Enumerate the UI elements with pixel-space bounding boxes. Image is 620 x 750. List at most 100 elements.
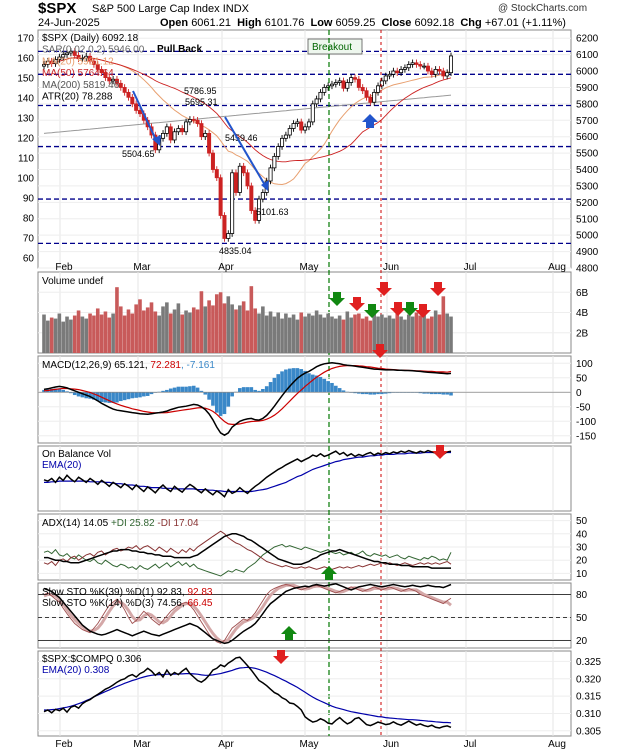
- macd-histogram-bar: [72, 392, 77, 396]
- volume-bar: [253, 308, 257, 353]
- volume-bar: [76, 310, 81, 353]
- candle-body: [310, 103, 315, 123]
- macd-histogram-bar: [291, 368, 296, 393]
- macd-histogram-bar: [134, 392, 138, 398]
- ma200-line: [43, 94, 452, 134]
- volume-bar: [387, 315, 392, 353]
- candle-body: [418, 64, 423, 67]
- x-month-label-bottom: Jul: [464, 739, 477, 750]
- volume-bar: [314, 310, 319, 353]
- x-month-label-bottom: Apr: [218, 739, 234, 750]
- volume-bar: [326, 313, 330, 353]
- macd-histogram-bar: [261, 389, 265, 393]
- volume-bar: [445, 313, 449, 353]
- candle-body: [172, 131, 177, 141]
- adx-legend: ADX(14) 14.05 +DI 25.82 -DI 17.04: [42, 518, 199, 529]
- candle-body: [322, 87, 327, 93]
- candle-body: [218, 177, 223, 216]
- left-scale-label: 100: [17, 174, 34, 185]
- downtrend-arrow-head: [152, 135, 161, 146]
- candle-body: [395, 70, 400, 74]
- candle-body: [368, 96, 373, 103]
- candle-body: [337, 80, 342, 83]
- volume-bar: [88, 313, 92, 353]
- candle-body: [42, 64, 47, 67]
- volume-signal-arrow: [329, 292, 345, 306]
- macd-histogram-bar: [380, 392, 384, 395]
- sto-tick-label: 20: [576, 636, 588, 647]
- volume-bar: [142, 310, 146, 353]
- macd-legend: MACD(12,26,9) 65.121, 72.281, -7.161: [42, 360, 215, 371]
- adx-tick-label: 40: [576, 529, 588, 540]
- volume-bar: [399, 316, 403, 353]
- volume-bar: [276, 312, 281, 353]
- left-scale-label: 80: [23, 214, 35, 225]
- volume-bar: [303, 316, 307, 353]
- x-month-label-top: Aug: [548, 262, 566, 273]
- macd-histogram-bar: [214, 392, 219, 413]
- low-label: Low: [310, 17, 333, 29]
- macd-histogram-bar: [111, 392, 115, 403]
- breakout-label-box: [307, 38, 363, 55]
- price-tick-label: 5700: [576, 116, 599, 127]
- x-month-label-top: May: [300, 262, 319, 273]
- volume-bar: [272, 316, 277, 353]
- candle-body: [161, 133, 166, 139]
- quote-date: 24-Jun-2025: [38, 17, 100, 29]
- pullback-annotation: Pull Back: [157, 44, 202, 55]
- macd-histogram-bar: [207, 392, 211, 400]
- ratio-tick-label: 0.325: [576, 657, 601, 668]
- candle-body: [306, 121, 311, 128]
- ratio-line: [43, 656, 452, 729]
- x-month-label-bottom: Aug: [548, 739, 566, 750]
- macd-histogram-bar: [53, 388, 58, 393]
- macd-histogram-bar: [376, 392, 380, 395]
- sto39-k-line: [43, 583, 452, 645]
- x-month-label-bottom: May: [300, 739, 319, 750]
- sto-legend-1: Slow STO %K(39) %D(1) 92.83, 92.83: [42, 587, 213, 598]
- volume-bar: [268, 311, 273, 353]
- volume-bar: [99, 314, 104, 353]
- ratio-tick-label: 0.310: [576, 709, 601, 720]
- open-label: Open: [160, 17, 189, 29]
- volume-bar: [103, 311, 108, 353]
- volume-bar: [165, 302, 169, 353]
- price-tick-label: 4800: [576, 264, 599, 275]
- volume-bar: [149, 302, 154, 353]
- candle-body: [222, 215, 227, 239]
- volume-bar: [218, 292, 223, 353]
- candle-body: [287, 128, 292, 136]
- candle-body: [314, 98, 319, 105]
- macd-histogram-bar: [353, 392, 357, 394]
- buy-signal-arrow: [362, 114, 378, 128]
- macd-histogram-bar: [49, 389, 54, 393]
- obv-sell-arrow: [432, 445, 448, 459]
- open-value: 6061.21: [191, 17, 231, 29]
- macd-histogram-bar: [42, 389, 46, 393]
- downtrend-arrow: [132, 90, 158, 143]
- volume-bar: [199, 291, 204, 353]
- price-tick-label: 5000: [576, 231, 599, 242]
- price-legend-entry: SAR(0.02,0.2) 5946.00: [42, 45, 145, 56]
- macd-line: [43, 361, 452, 437]
- candle-body: [318, 91, 323, 100]
- volume-bar: [391, 318, 396, 353]
- candle-body: [126, 91, 131, 98]
- chg-label: Chg: [460, 17, 482, 29]
- x-month-label-top: Jul: [464, 262, 477, 273]
- volume-bar: [222, 303, 227, 353]
- candle-body: [402, 67, 407, 70]
- volume-bar: [380, 314, 384, 353]
- candle-body: [276, 146, 281, 157]
- candle-body: [406, 64, 411, 69]
- macd-histogram-bar: [253, 389, 257, 393]
- candle-body: [441, 70, 446, 77]
- price-legend-entry: $SPX (Daily) 6092.18: [42, 33, 139, 44]
- macd-histogram-bar: [172, 387, 177, 393]
- macd-histogram-bar: [383, 392, 388, 394]
- x-month-label-top: Feb: [55, 262, 73, 273]
- volume-bar: [53, 318, 58, 353]
- volume-bar: [322, 317, 327, 353]
- macd-histogram-bar: [241, 387, 246, 393]
- macd-histogram-bar: [218, 392, 223, 416]
